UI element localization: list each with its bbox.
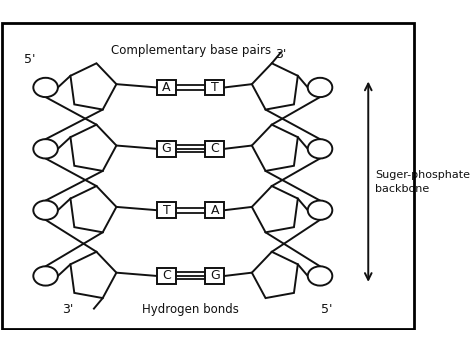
Ellipse shape <box>33 139 58 158</box>
Text: T: T <box>163 204 171 217</box>
Ellipse shape <box>308 266 332 285</box>
Text: 3': 3' <box>275 48 286 61</box>
Ellipse shape <box>33 266 58 285</box>
Text: C: C <box>162 269 171 282</box>
Text: A: A <box>162 81 171 94</box>
Text: 5': 5' <box>24 53 36 66</box>
Ellipse shape <box>308 78 332 97</box>
Text: T: T <box>211 81 219 94</box>
Text: G: G <box>162 142 172 155</box>
Bar <box>205 268 225 284</box>
Bar <box>157 202 176 218</box>
Text: G: G <box>210 269 219 282</box>
Polygon shape <box>252 63 298 109</box>
Polygon shape <box>252 252 298 298</box>
Bar <box>205 80 225 95</box>
Bar <box>205 202 225 218</box>
Text: Complementary base pairs: Complementary base pairs <box>110 44 271 57</box>
Ellipse shape <box>33 78 58 97</box>
Text: 5': 5' <box>321 303 333 316</box>
Text: Hydrogen bonds: Hydrogen bonds <box>142 303 239 316</box>
Bar <box>157 141 176 157</box>
Bar <box>157 80 176 95</box>
Ellipse shape <box>308 139 332 158</box>
Polygon shape <box>71 186 117 232</box>
Text: C: C <box>210 142 219 155</box>
Polygon shape <box>71 125 117 171</box>
Text: Suger-phosphate
backbone: Suger-phosphate backbone <box>375 170 470 194</box>
Text: 3': 3' <box>62 303 73 316</box>
Bar <box>205 141 225 157</box>
Ellipse shape <box>308 201 332 220</box>
Polygon shape <box>71 252 117 298</box>
Text: A: A <box>210 204 219 217</box>
Bar <box>157 268 176 284</box>
Polygon shape <box>71 63 117 109</box>
Polygon shape <box>252 125 298 171</box>
Polygon shape <box>252 186 298 232</box>
Ellipse shape <box>33 201 58 220</box>
